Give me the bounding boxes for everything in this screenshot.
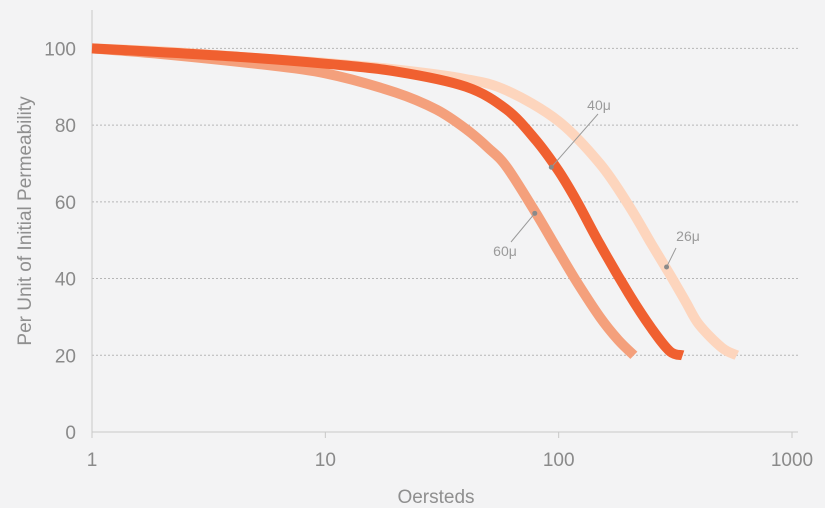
series-line-60u [91, 43, 638, 359]
series-label-60u: 60μ [493, 243, 517, 259]
x-tick-label: 1 [87, 450, 98, 471]
y-tick-label: 100 [44, 39, 76, 60]
callouts: 26μ 40μ 60μ [493, 97, 700, 270]
y-tick-label: 20 [55, 346, 76, 367]
callout-leader-60u [510, 213, 536, 243]
callout-leader-40u [550, 113, 599, 168]
series-line-40u [91, 43, 685, 361]
y-tick-label: 0 [65, 423, 76, 444]
series-label-40u: 40μ [587, 97, 611, 113]
series-label-26u: 26μ [676, 228, 700, 244]
y-tick-label: 80 [55, 116, 76, 137]
callout-dot-60u [532, 210, 538, 216]
callout-dot-40u [548, 164, 554, 170]
y-axis-label: Per Unit of Initial Permeability [15, 96, 36, 346]
callout-dot-26u [664, 264, 670, 270]
axes [91, 10, 798, 438]
x-axis-label: Oersteds [397, 487, 474, 508]
y-tick-label: 60 [55, 193, 76, 214]
tick-labels: 1 10 100 1000 0 20 40 60 80 100 [44, 39, 813, 471]
x-tick-label: 10 [315, 450, 336, 471]
callout-leader-26u [666, 247, 677, 268]
y-tick-label: 40 [55, 270, 76, 291]
series-group [91, 43, 740, 361]
x-tick-label: 100 [543, 450, 575, 471]
x-tick-label: 1000 [771, 450, 813, 471]
